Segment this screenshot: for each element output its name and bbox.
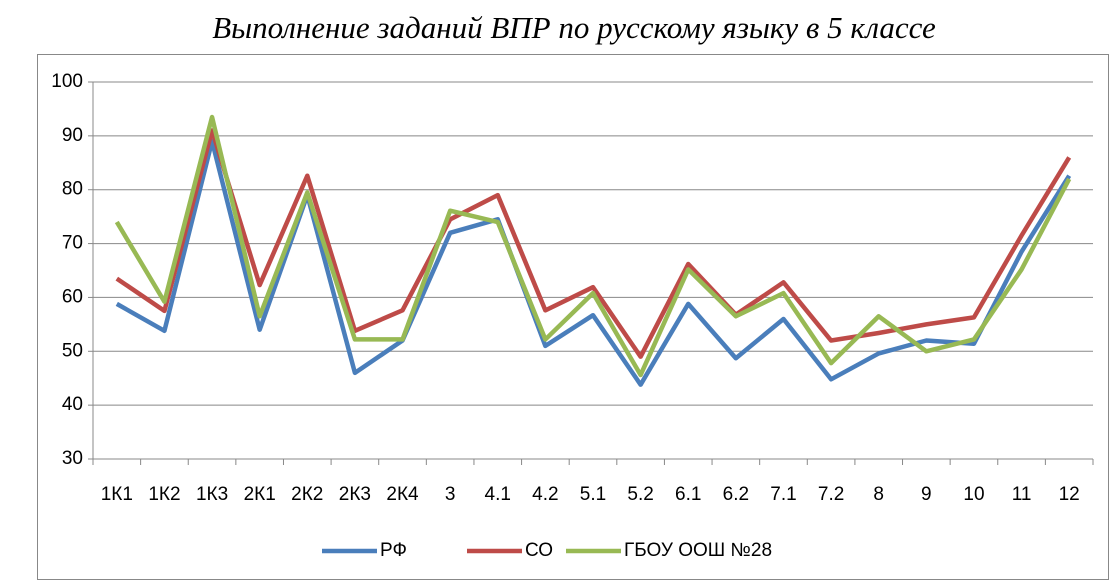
y-tick-label: 80 — [62, 179, 83, 200]
x-tick-label: 10 — [963, 484, 984, 505]
x-tick-label: 5.1 — [580, 484, 606, 505]
x-tick-label: 11 — [1012, 484, 1032, 505]
x-tick-label: 1К2 — [148, 484, 180, 505]
x-tick-label: 12 — [1059, 484, 1080, 505]
legend-label: ГБОУ ООШ №28 — [624, 540, 772, 561]
x-tick-label: 6.1 — [675, 484, 701, 505]
x-tick-label: 4.2 — [532, 484, 558, 505]
x-tick-label: 1К3 — [196, 484, 228, 505]
y-tick-label: 90 — [62, 125, 83, 146]
x-tick-label: 8 — [873, 484, 884, 505]
series-line — [115, 138, 1072, 387]
x-tick-label: 3 — [445, 484, 456, 505]
y-tick-label: 70 — [62, 233, 83, 254]
chart-title: Выполнение заданий ВПР по русскому языку… — [212, 10, 936, 45]
x-tick-label: 9 — [921, 484, 932, 505]
x-tick-label: 7.2 — [818, 484, 844, 505]
legend-label: СО — [525, 540, 553, 561]
y-tick-label: 60 — [62, 286, 83, 307]
series-line — [114, 114, 1072, 378]
x-tick-label: 7.1 — [770, 484, 796, 505]
legend-label: РФ — [380, 540, 407, 561]
y-tick-label: 50 — [62, 340, 83, 361]
title-background — [0, 5, 1110, 53]
y-tick-label: 40 — [62, 394, 83, 415]
x-tick-label: 2К1 — [244, 484, 276, 505]
x-tick-label: 1К1 — [101, 484, 133, 505]
x-tick-label: 2К4 — [386, 484, 419, 505]
x-tick-label: 6.2 — [723, 484, 749, 505]
x-tick-label: 2К2 — [291, 484, 323, 505]
x-tick-label: 5.2 — [627, 484, 653, 505]
x-tick-label: 4.1 — [485, 484, 511, 505]
y-tick-label: 30 — [62, 448, 83, 469]
x-tick-label: 2К3 — [339, 484, 371, 505]
y-tick-label: 100 — [51, 71, 83, 92]
series-line — [115, 128, 1072, 359]
